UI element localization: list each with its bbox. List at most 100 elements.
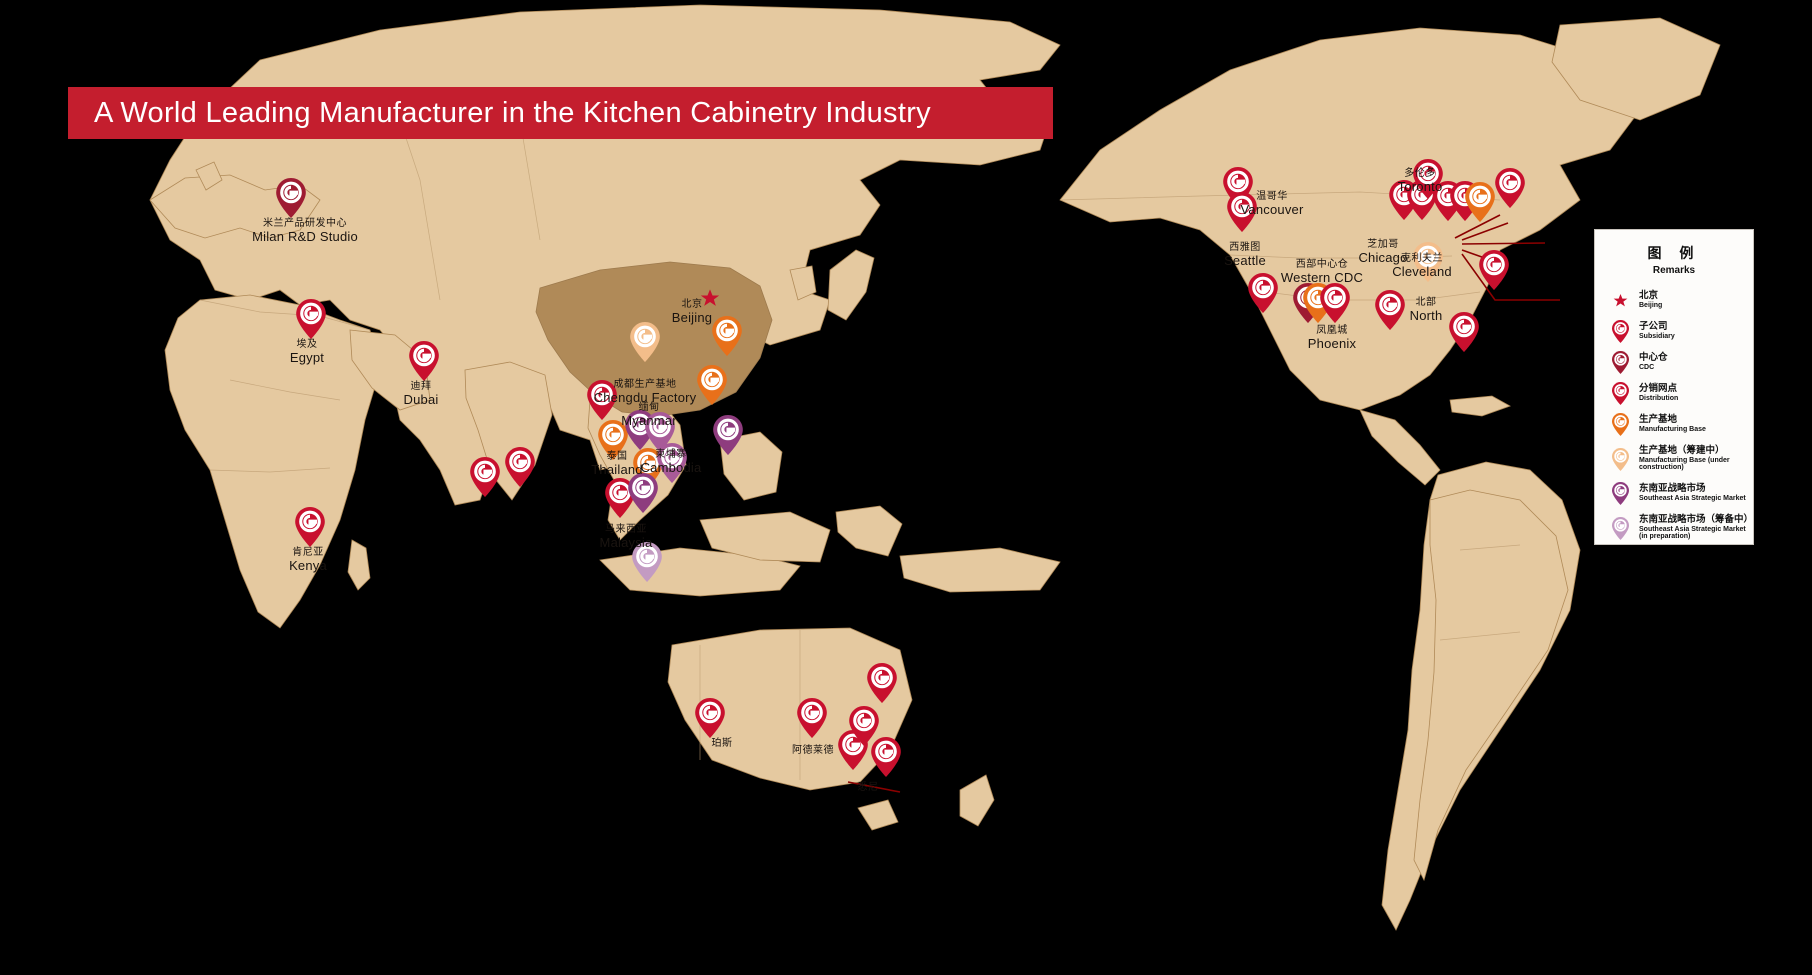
city-label-cn: 北部 [1415,297,1437,308]
city-label-adelaide: 阿德莱德 [792,746,834,756]
south-america-body [1413,489,1569,882]
map-pin-icon [1605,516,1635,540]
pin-tasmania[interactable] [871,737,901,777]
city-label-perth: 珀斯 [712,739,733,749]
city-label-thailand: 泰国 Thailand [591,452,642,477]
pin-malaysia-a[interactable] [605,478,635,518]
pin-east-offshore-b[interactable] [1479,250,1509,290]
pin-cleveland-mfg[interactable] [1465,182,1495,222]
city-label-kenya: 肯尼亚 Kenya [289,547,327,573]
legend-row-southeast-asia-strategic-market: 东南亚战略市场 Southeast Asia Strategic Market [1605,478,1753,509]
city-label-en: North [1409,308,1443,323]
pin-philippines[interactable] [713,415,743,455]
pin-china-east-south[interactable] [697,365,727,405]
pin-milan[interactable] [276,178,306,218]
city-label-cambodia: 柬埔寨 Cambodia [640,449,702,475]
city-label-cn: 肯尼亚 [292,547,324,558]
legend-label-en: Beijing [1639,302,1663,310]
city-label-en: Chengdu Factory [593,390,697,405]
city-label-chengdu-factory: 成都生产基地 Chengdu Factory [593,379,697,405]
legend-label-en: Distribution [1639,395,1679,403]
british-isles [195,161,223,191]
pin-phoenix-b[interactable] [1320,283,1350,323]
city-label-cn: 米兰产品研发中心 [263,218,347,229]
city-label-chicago: 芝加哥 Chicago [1358,239,1407,265]
city-label-cn: 西雅图 [1229,242,1261,253]
legend-row-manufacturing-base: 生产基地 Manufacturing Base [1605,409,1753,440]
map-pin-icon [1605,413,1635,436]
korea-landmass [789,265,817,301]
city-label-cn: 马来西亚 [605,524,647,535]
city-label-en: Phoenix [1307,336,1357,351]
pin-western-cdc-a[interactable] [1248,273,1278,313]
tasmania [857,799,899,831]
pin-laos[interactable] [645,412,675,452]
pin-china-east-north[interactable] [712,316,742,356]
city-label-toronto: 多伦多 Toronto [1398,168,1443,194]
city-label-cn: 缅甸 [638,402,660,413]
pin-thailand-mfg[interactable] [598,420,628,460]
legend-label-en: Southeast Asia Strategic Market (in prep… [1639,526,1746,541]
city-label-cn: 多伦多 [1404,168,1436,179]
city-label-north: 北部 North [1409,297,1443,323]
pin-egypt[interactable] [296,299,326,339]
map-pin-icon [1605,382,1635,405]
pin-florida[interactable] [1449,312,1479,352]
city-label-en: Kenya [289,558,327,573]
legend-row-beijing: 北京 Beijing [1605,285,1753,316]
japan-landmass [827,249,875,321]
city-label-beijing: 北京 Beijing [672,299,712,325]
city-label-en: Malaysia [599,535,653,550]
pin-southeast-us[interactable] [1375,290,1405,330]
city-label-cn: 芝加哥 [1367,239,1399,250]
pin-india-west[interactable] [470,457,500,497]
pin-vietnam-sea[interactable] [657,443,687,483]
borneo [699,511,831,563]
star-icon [1605,293,1635,308]
legend-row-manufacturing-base-under-construction: 生产基地（筹建中） Manufacturing Base (under const… [1605,440,1753,478]
legend-text: 子公司 Subsidiary [1635,322,1675,340]
pin-east-offshore-a[interactable] [1495,168,1525,208]
map-pin-icon [1605,482,1635,505]
city-label-cn: 成都生产基地 [613,379,677,390]
pin-malaysia-b[interactable] [628,473,658,513]
city-label-cn: 埃及 [296,339,318,350]
pin-indonesia[interactable] [632,542,662,582]
pin-vancouver-b[interactable] [1227,192,1257,232]
pin-adelaide[interactable] [797,698,827,738]
city-label-cn: 西部中心仓 [1295,259,1349,270]
city-label-cn: 柬埔寨 [655,449,687,460]
city-label-milan-rd-studio: 米兰产品研发中心 Milan R&D Studio [252,218,358,244]
pin-perth[interactable] [695,698,725,738]
pin-kenya[interactable] [295,507,325,547]
city-label-seattle: 西雅图 Seattle [1224,242,1266,268]
new-guinea [899,547,1061,593]
legend-label-en: Southeast Asia Strategic Market [1639,495,1746,503]
legend-label-en: Subsidiary [1639,333,1675,341]
city-label-en: Cambodia [640,460,702,475]
philippines [719,431,783,501]
legend-title-cn: 图 例 [1647,245,1701,261]
city-label-en: Milan R&D Studio [252,229,358,244]
legend-row-distribution: 分销网点 Distribution [1605,378,1753,409]
greenland [1551,17,1721,121]
pin-sydney-b[interactable] [849,706,879,746]
city-label-cn: 北京 [681,299,703,310]
city-label-cn: 温哥华 [1256,191,1288,202]
legend-title-en: Remarks [1652,265,1696,276]
arabian-peninsula [349,329,431,411]
legend-text: 东南亚战略市场（筹备中） Southeast Asia Strategic Mar… [1635,515,1753,541]
city-label-western-cdc: 西部中心仓 Western CDC [1281,259,1363,285]
city-label-malaysia: 马来西亚 Malaysia [599,524,653,550]
pin-india-south[interactable] [505,447,535,487]
pin-dubai[interactable] [409,341,439,381]
pin-myanmar[interactable] [587,380,617,420]
legend-label-cn: 东南亚战略市场 [1639,483,1706,495]
city-label-en: Cleveland [1392,264,1452,279]
pin-sydney-a[interactable] [867,663,897,703]
legend-label-en: CDC [1639,364,1655,372]
city-label-en: Seattle [1224,253,1266,268]
pin-north-construction[interactable] [1413,242,1443,282]
pin-chengdu[interactable] [630,322,660,362]
